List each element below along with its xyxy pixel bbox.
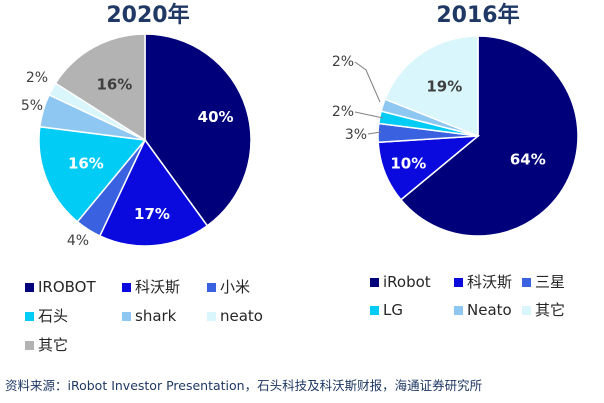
legend-swatch	[454, 278, 463, 287]
leader-line	[367, 131, 382, 135]
data-label: 16%	[96, 75, 132, 93]
legend-label: neato	[220, 307, 263, 325]
pie-slice-iRobot	[399, 35, 579, 237]
data-label: 40%	[198, 108, 234, 126]
data-label: 64%	[510, 150, 546, 168]
data-label: 2%	[332, 104, 354, 120]
data-label: 2%	[26, 70, 48, 86]
legend-label: IROBOT	[38, 278, 96, 296]
source-note: 资料来源：iRobot Investor Presentation，石头科技及科…	[5, 378, 482, 393]
legend-swatch	[207, 283, 216, 292]
pie-slice-科沃斯	[98, 138, 209, 247]
data-label: 17%	[134, 205, 170, 223]
legend-swatch	[25, 312, 34, 321]
data-label: 10%	[390, 155, 426, 173]
legend-swatch	[370, 278, 379, 287]
pie-slice-其它	[54, 33, 146, 142]
legend-label: iRobot	[383, 273, 431, 291]
legend-swatch	[522, 306, 531, 315]
legend-label: LG	[383, 301, 403, 319]
legend-label: 科沃斯	[135, 278, 180, 296]
legend-swatch	[454, 306, 463, 315]
legend-swatch	[207, 312, 216, 321]
legend-label: 其它	[38, 336, 68, 354]
legend-swatch	[122, 283, 131, 292]
data-label: 2%	[332, 54, 354, 70]
data-label: 19%	[426, 77, 462, 95]
legend-swatch	[122, 312, 131, 321]
data-label: 3%	[345, 127, 367, 143]
legend-label: Neato	[467, 301, 512, 319]
legend-swatch	[25, 283, 34, 292]
legend-label: 科沃斯	[467, 273, 512, 291]
legend-label: 石头	[38, 307, 68, 325]
data-label: 5%	[21, 98, 43, 114]
data-label: 4%	[67, 233, 89, 249]
pie-slice-IROBOT	[144, 33, 252, 227]
pie-slice-其它	[384, 35, 479, 138]
chart-title-2016: 2016年	[436, 2, 519, 28]
legend-label: shark	[135, 307, 177, 325]
legend-label: 小米	[220, 278, 250, 296]
data-label: 16%	[68, 154, 104, 172]
pie-slice-石头	[38, 125, 147, 223]
leader-line	[354, 111, 384, 119]
legend-swatch	[370, 306, 379, 315]
pie-chart-2016: 2016年 64% 10% 3% 2% 2% 19% iRobot 科沃斯 三星 LG Neato…	[332, 2, 579, 319]
legend-swatch	[522, 278, 531, 287]
chart-title-2020: 2020年	[106, 2, 189, 28]
legend-swatch	[25, 341, 34, 350]
legend-label: 三星	[535, 273, 565, 291]
legend-label: 其它	[535, 301, 565, 319]
leader-line	[354, 61, 381, 103]
